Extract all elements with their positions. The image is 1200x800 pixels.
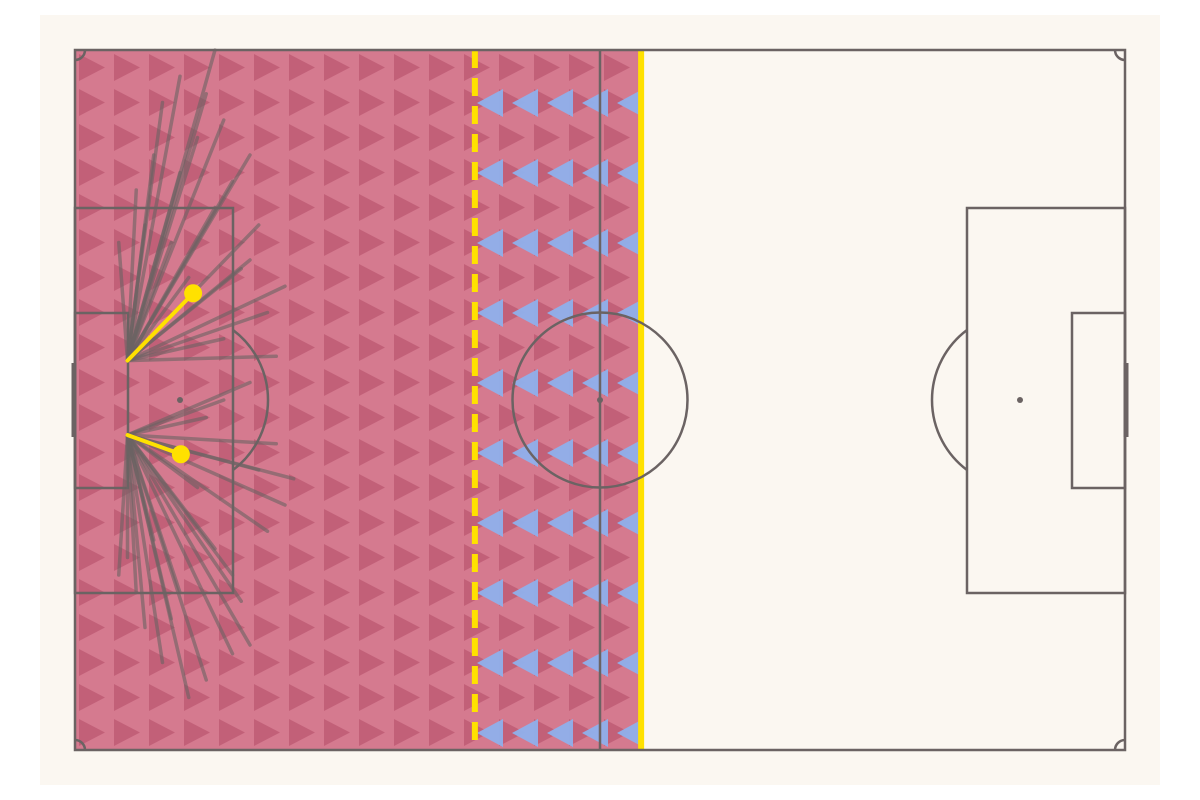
pass bbox=[125, 170, 182, 363]
pass bbox=[125, 223, 147, 363]
spots bbox=[177, 397, 1023, 403]
highlight-pass bbox=[125, 433, 183, 457]
pass bbox=[125, 188, 138, 363]
pass bbox=[125, 433, 138, 595]
pass bbox=[125, 354, 278, 363]
zone-layer bbox=[75, 50, 645, 750]
pass-end bbox=[184, 284, 203, 303]
pass bbox=[125, 74, 182, 363]
pass bbox=[125, 433, 235, 656]
pass bbox=[117, 240, 130, 363]
pass bbox=[125, 433, 173, 621]
pass-layer bbox=[117, 48, 296, 700]
pass bbox=[125, 415, 208, 437]
highlight-pass bbox=[125, 291, 196, 363]
pass bbox=[125, 337, 226, 363]
pass bbox=[125, 433, 182, 595]
pass bbox=[125, 433, 243, 603]
pass bbox=[125, 433, 200, 490]
pass bbox=[125, 433, 287, 507]
pass bbox=[125, 258, 252, 363]
press-arrows bbox=[474, 85, 642, 750]
pitch-markings bbox=[71, 48, 1129, 752]
pass bbox=[125, 433, 165, 665]
pass bbox=[125, 275, 191, 363]
pass bbox=[125, 205, 217, 363]
pass bbox=[125, 433, 252, 647]
pass bbox=[125, 433, 217, 551]
pass bbox=[125, 380, 252, 437]
pass bbox=[117, 433, 130, 577]
pass-end bbox=[171, 445, 190, 464]
pass bbox=[125, 284, 287, 363]
pass bbox=[125, 310, 270, 363]
pass bbox=[125, 433, 296, 481]
pass bbox=[125, 433, 278, 446]
